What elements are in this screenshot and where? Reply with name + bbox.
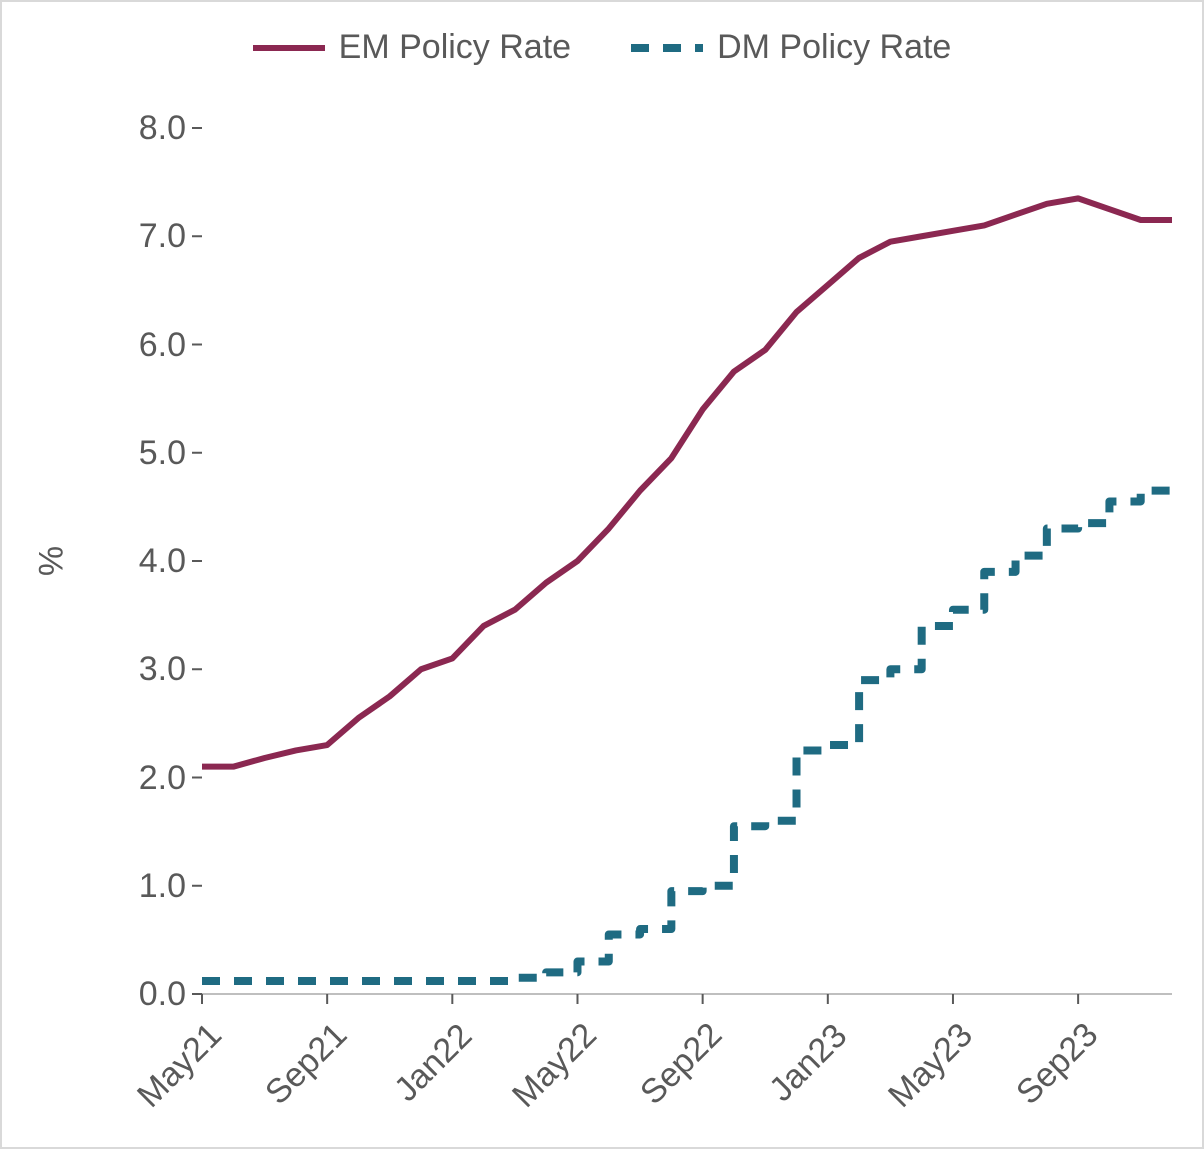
- series-line-0: EM Policy Rate: [202, 198, 1172, 766]
- policy-rate-chart: EM Policy RateDM Policy Rate%0.01.02.03.…: [0, 0, 1204, 1149]
- plot-svg: EM Policy RateDM Policy Rate: [2, 2, 1204, 1151]
- series-line-1: DM Policy Rate: [202, 491, 1172, 981]
